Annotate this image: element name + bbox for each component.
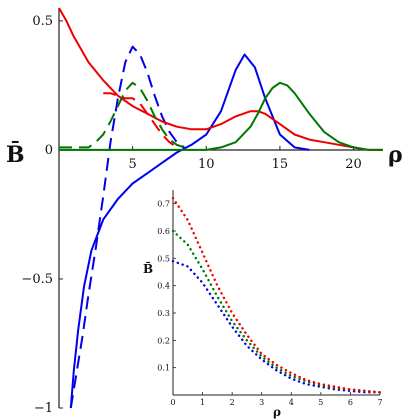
inset-x-axis-label: ρ [273,405,281,419]
main-y-tick-label: −1 [34,401,53,416]
inset-points [171,197,382,394]
main-plot: 5 10 15 200.50−0.5−1 ρ B̄ [6,7,403,416]
inset-x-tick-label: 0 [170,398,175,407]
inset-series-line-2 [171,229,382,394]
inset-series-line-3 [171,197,382,394]
main-x-tick-label: 10 [198,157,215,172]
main-x-axis-label: ρ [388,142,403,168]
main-series-line-5 [59,81,185,149]
inset-y-tick-label: 0.6 [157,227,170,236]
main-x-tick-label: 15 [272,157,289,172]
inset-x-tick-label: 6 [348,398,353,407]
main-lines [58,7,383,409]
inset-y-tick-label: 0.4 [157,282,170,291]
main-series-line-6 [59,81,383,151]
inset-x-tick-label: 7 [377,398,382,407]
inset-background [169,186,382,402]
main-x-tick-label: 20 [345,157,362,172]
inset-series-line-1 [171,259,382,394]
inset-y-tick-label: 0.1 [157,364,170,373]
main-y-tick-label: 0 [45,143,53,158]
main-x-tick-label: 5 [128,157,136,172]
inset-x-tick-label: 3 [259,398,264,407]
inset-y-tick-label: 0.3 [157,309,170,318]
main-y-tick-label: −0.5 [21,272,53,287]
inset-y-axis-label: B̄ [143,260,153,276]
main-ticks: 5 10 15 200.50−0.5−1 [21,14,361,416]
main-series-line-3 [103,92,178,149]
main-series-line-2 [69,53,310,409]
inset-y-tick-label: 0.5 [157,254,170,263]
main-y-tick-label: 0.5 [32,14,53,29]
inset-x-tick-label: 5 [318,398,323,407]
inset-x-tick-label: 2 [230,398,235,407]
inset-ticks: 0 1 2 3 4 5 6 7 0.1 0.2 0.3 0.4 0.5 0.6 0.7 [157,200,382,407]
main-series-line-4 [58,7,383,151]
inset-y-tick-label: 0.2 [157,336,170,345]
inset-x-tick-label: 1 [200,398,205,407]
main-y-axis-label: B̄ [6,140,25,168]
inset-y-tick-label: 0.7 [157,200,170,209]
inset-plot: 0 1 2 3 4 5 6 7 0.1 0.2 0.3 0.4 0.5 0.6 0.7 ρ B̄ [143,186,383,419]
inset-x-tick-label: 4 [289,398,294,407]
